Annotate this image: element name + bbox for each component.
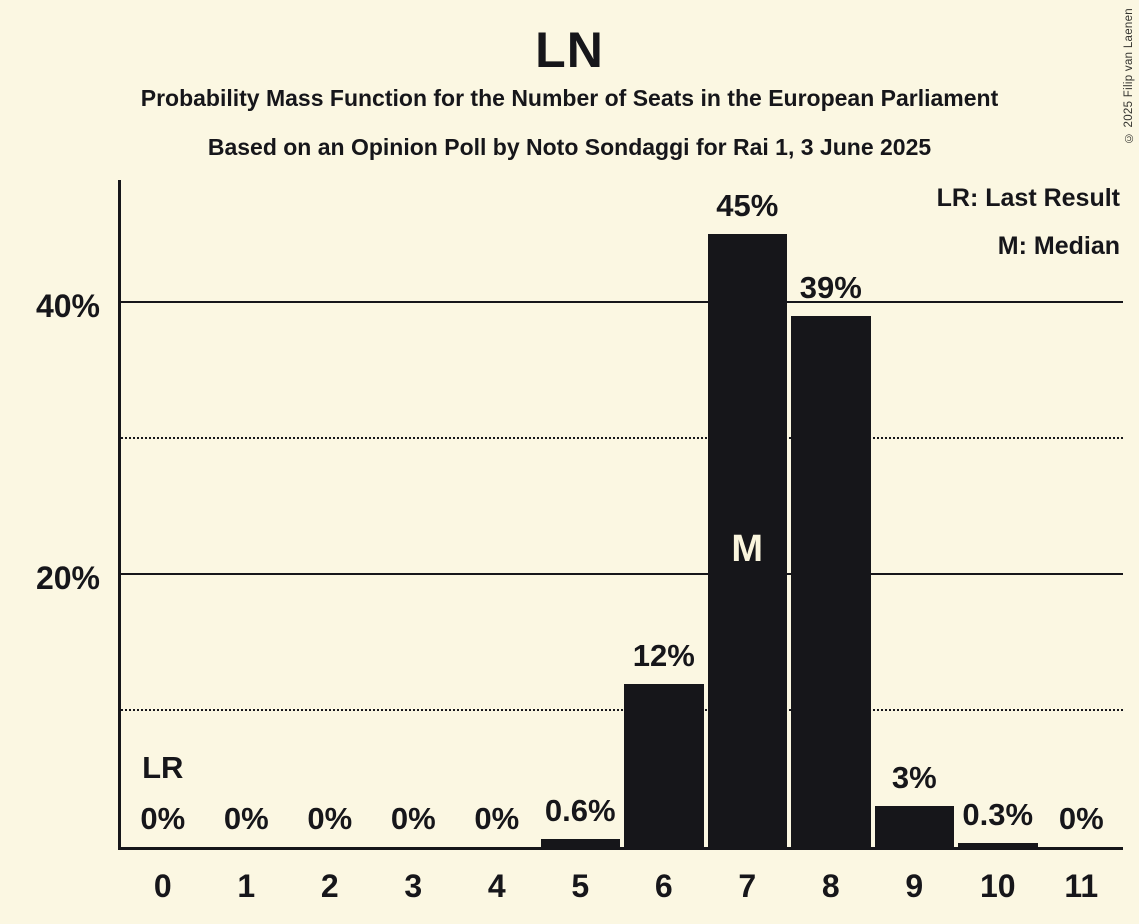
- bar-value-label-seat-10: 0.3%: [962, 796, 1034, 832]
- bar-value-label-seat-3: 0%: [390, 801, 436, 836]
- gridline-30-pct: [121, 436, 1123, 439]
- x-axis-label-seat-9: 9: [905, 868, 924, 904]
- gridline-40-pct: [121, 300, 1123, 303]
- last-result-marker: LR: [142, 750, 184, 785]
- bar-value-label-seat-9: 3%: [891, 760, 937, 796]
- bar-value-label-seat-6: 12%: [632, 637, 695, 673]
- x-axis-label-seat-6: 6: [654, 868, 673, 904]
- x-axis-label-seat-8: 8: [821, 868, 840, 904]
- x-axis-label-seat-7: 7: [738, 868, 757, 904]
- chart-poll-source: Based on an Opinion Poll by Noto Sondagg…: [207, 134, 932, 160]
- x-axis-label-seat-11: 11: [1064, 868, 1099, 904]
- bar-seat-10: [958, 842, 1038, 847]
- chart-title: LN: [535, 22, 604, 78]
- bar-value-label-seat-7: 45%: [716, 188, 779, 224]
- bar-value-label-seat-1: 0%: [223, 801, 269, 836]
- x-axis-label-seat-5: 5: [571, 868, 590, 904]
- x-axis-label-seat-10: 10: [979, 868, 1016, 904]
- y-axis-tick-label-40: 40%: [35, 287, 100, 324]
- x-axis-label-seat-1: 1: [237, 868, 256, 904]
- x-axis-label-seat-3: 3: [404, 868, 423, 904]
- bar-value-label-seat-5: 0.6%: [544, 792, 616, 828]
- bar-value-label-seat-0: 0%: [140, 801, 186, 836]
- x-axis-label-seat-4: 4: [487, 868, 506, 904]
- bar-seat-9: [874, 806, 954, 847]
- median-marker: M: [731, 528, 764, 570]
- x-axis-label-seat-2: 2: [320, 868, 339, 904]
- legend-median: M: Median: [997, 232, 1120, 260]
- legend: LR: Last Result M: Median: [937, 174, 1120, 270]
- plot-area: 20% 40% 0% 0 0% 1 0% 2 0% 3 0% 4 0.6% 5 12% 6 45% 7 39% 8 3%…: [36, 180, 1123, 902]
- chart-subtitle: Probability Mass Function for the Number…: [140, 85, 999, 111]
- bar-value-label-seat-8: 39%: [799, 270, 862, 306]
- bar-seat-5: [540, 838, 620, 847]
- legend-last-result: LR: Last Result: [936, 184, 1120, 212]
- bar-value-label-seat-2: 0%: [307, 801, 353, 836]
- gridline-20-pct: [121, 572, 1123, 575]
- bar-seat-8: [791, 316, 871, 847]
- bar-seat-6: [624, 683, 704, 847]
- gridline-10-pct: [121, 708, 1123, 711]
- bar-value-label-seat-4: 0%: [474, 801, 520, 836]
- x-axis-label-seat-0: 0: [153, 868, 172, 904]
- bar-value-label-seat-11: 0%: [1058, 801, 1104, 836]
- bar-seat-7: [707, 234, 787, 847]
- y-axis-tick-label-20: 20%: [35, 559, 100, 596]
